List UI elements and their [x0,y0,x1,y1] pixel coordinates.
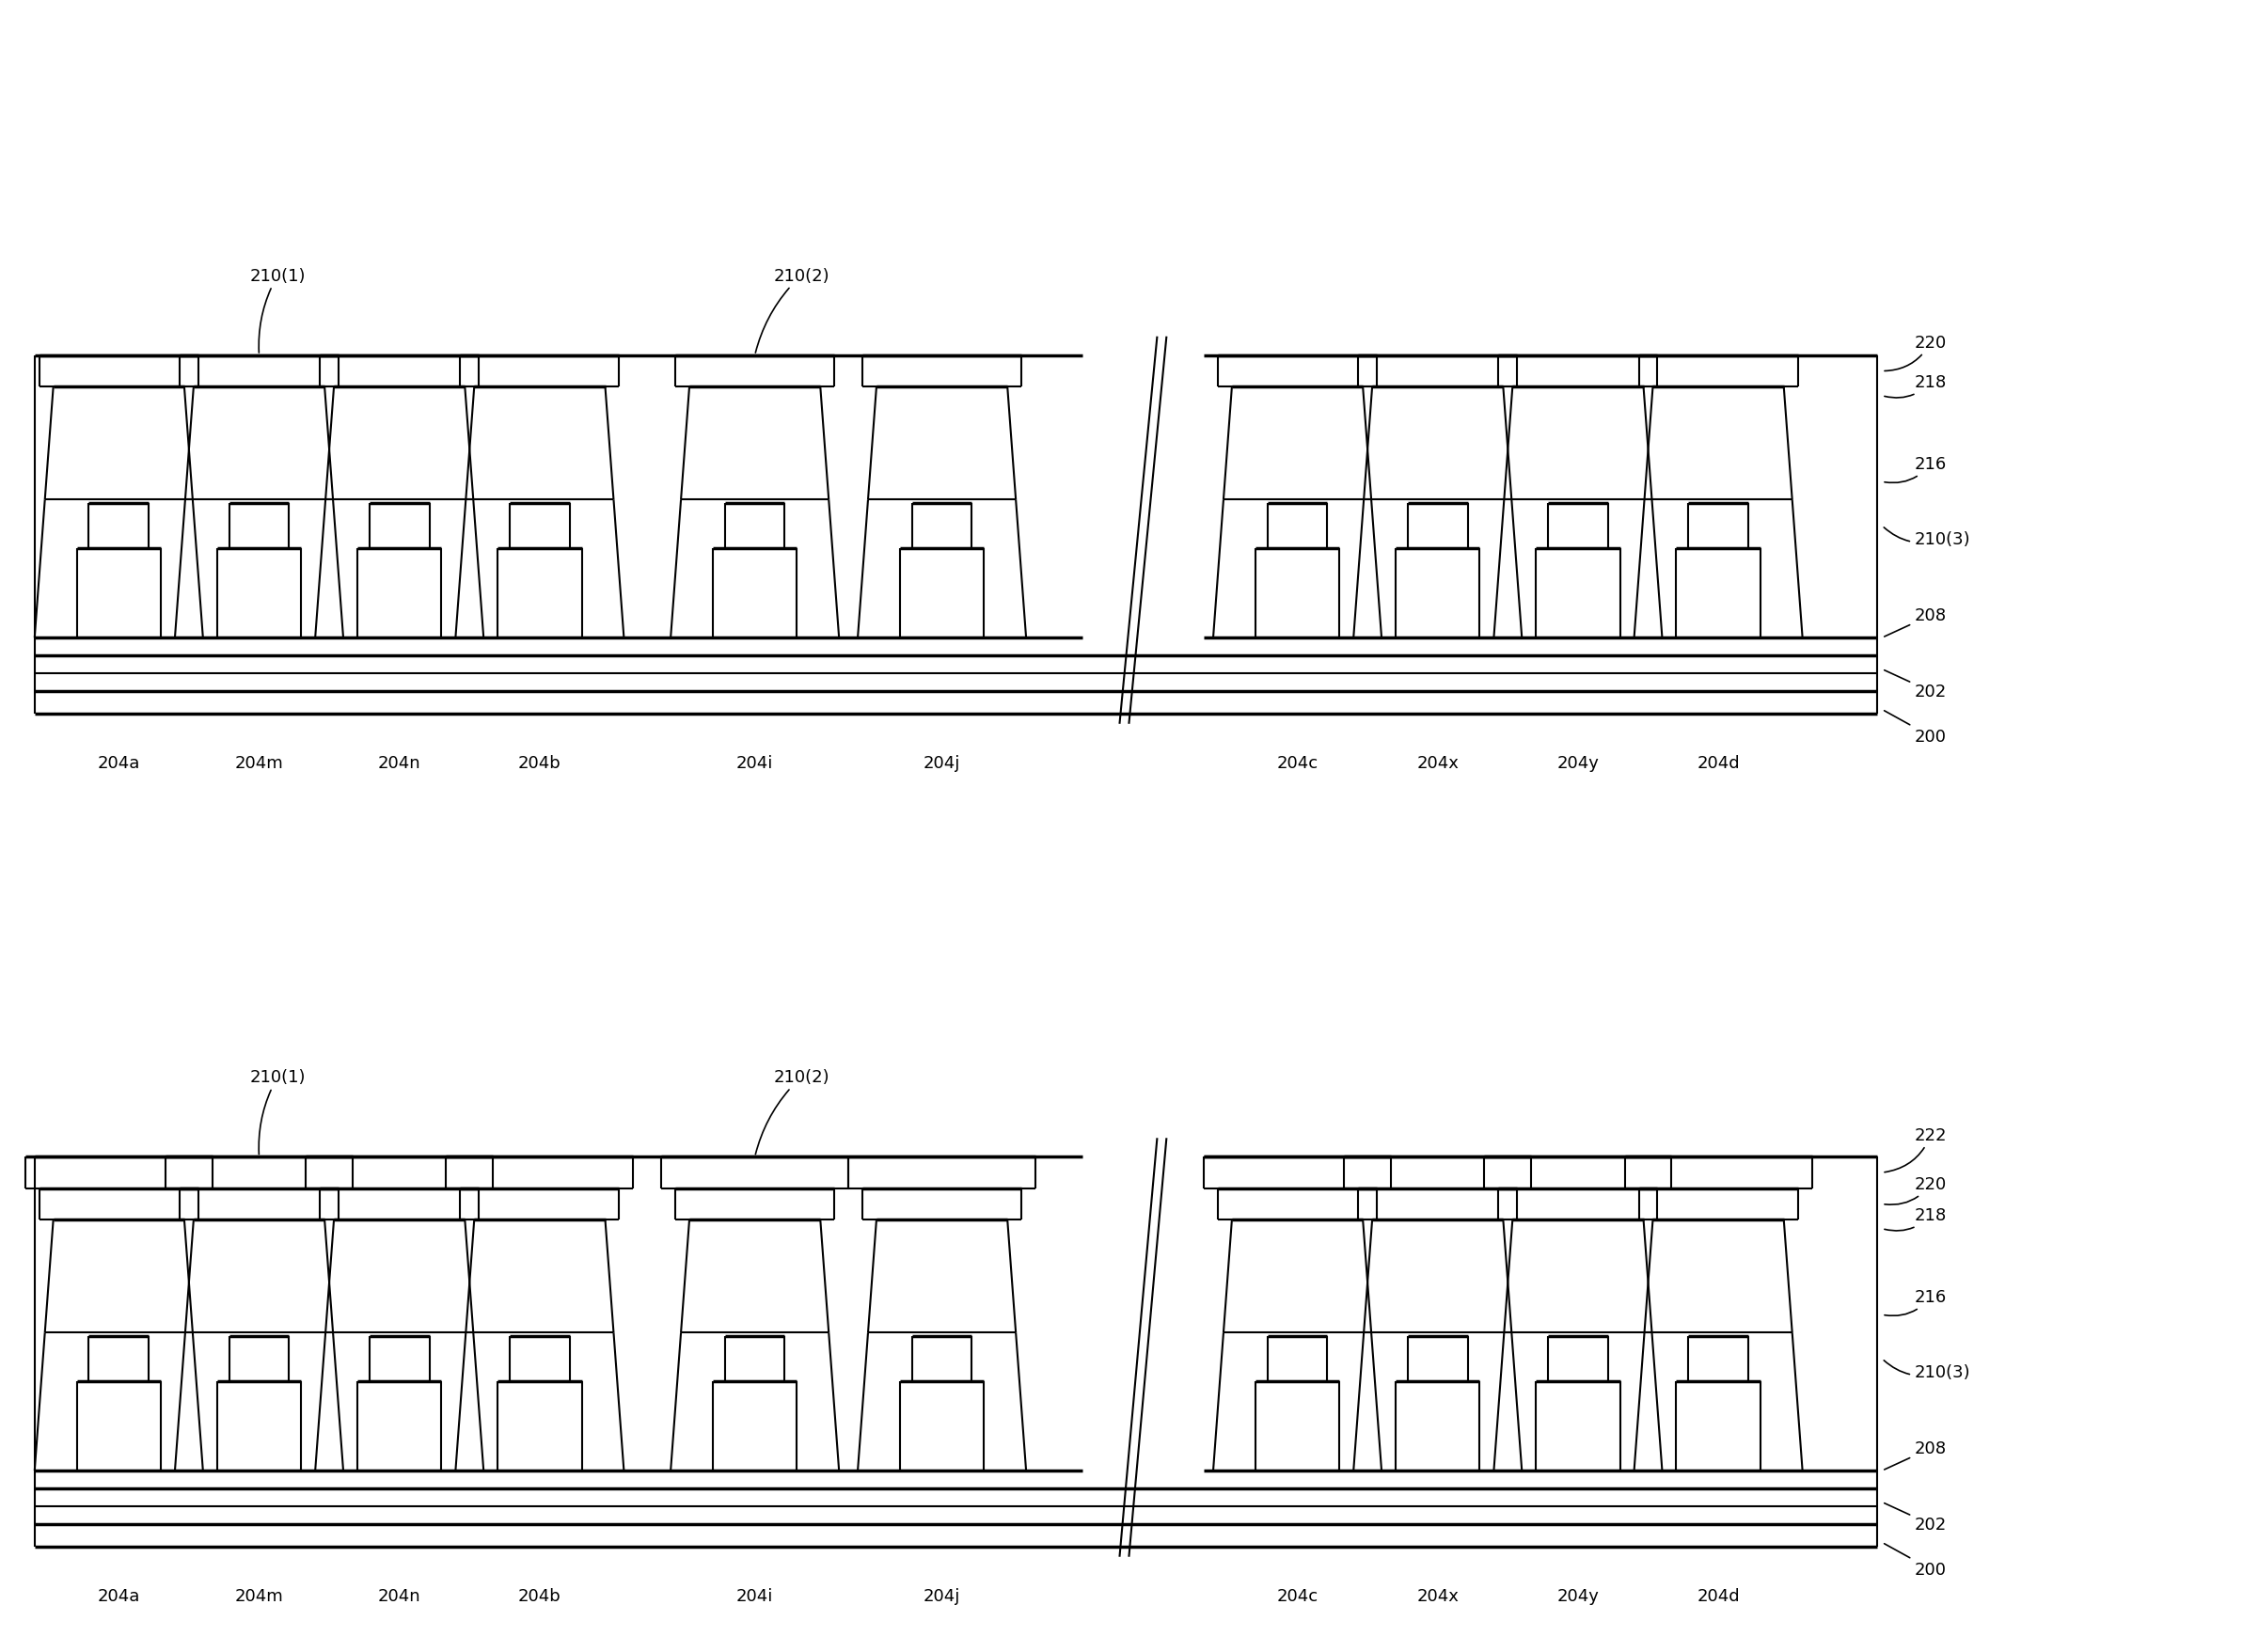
Text: 204a: 204a [97,1588,140,1604]
Text: 220: 220 [1885,334,1946,372]
Text: 204m: 204m [235,755,285,771]
Text: 204i: 204i [736,1588,772,1604]
Text: 210(3): 210(3) [1883,529,1971,548]
Text: 204n: 204n [377,1588,420,1604]
Text: 202: 202 [1885,671,1946,700]
Text: 204y: 204y [1556,755,1599,771]
Text: 204c: 204c [1276,755,1319,771]
Text: 200: 200 [1883,1543,1946,1578]
Text: 216: 216 [1885,456,1946,484]
Text: 204d: 204d [1696,755,1739,771]
Text: 218: 218 [1885,1208,1946,1231]
Text: 210(3): 210(3) [1883,1361,1971,1381]
Text: 204i: 204i [736,755,772,771]
Text: 220: 220 [1885,1176,1946,1204]
Text: 222: 222 [1885,1127,1946,1173]
Text: 208: 208 [1885,1441,1946,1470]
Text: 210(2): 210(2) [756,1069,829,1155]
Text: 204j: 204j [924,1588,960,1604]
Text: 210(2): 210(2) [756,268,829,354]
Text: 208: 208 [1885,608,1946,638]
Text: 216: 216 [1885,1289,1946,1317]
Text: 204j: 204j [924,755,960,771]
Text: 210(1): 210(1) [251,268,305,354]
Text: 204x: 204x [1416,1588,1459,1604]
Text: 204m: 204m [235,1588,285,1604]
Text: 200: 200 [1883,710,1946,745]
Text: 204d: 204d [1696,1588,1739,1604]
Text: 218: 218 [1885,375,1946,398]
Text: 204n: 204n [377,755,420,771]
Text: 204y: 204y [1556,1588,1599,1604]
Text: 204c: 204c [1276,1588,1319,1604]
Text: 202: 202 [1885,1503,1946,1533]
Text: 204b: 204b [517,1588,562,1604]
Text: 204a: 204a [97,755,140,771]
Text: 204x: 204x [1416,755,1459,771]
Text: 210(1): 210(1) [251,1069,305,1155]
Text: 204b: 204b [517,755,562,771]
